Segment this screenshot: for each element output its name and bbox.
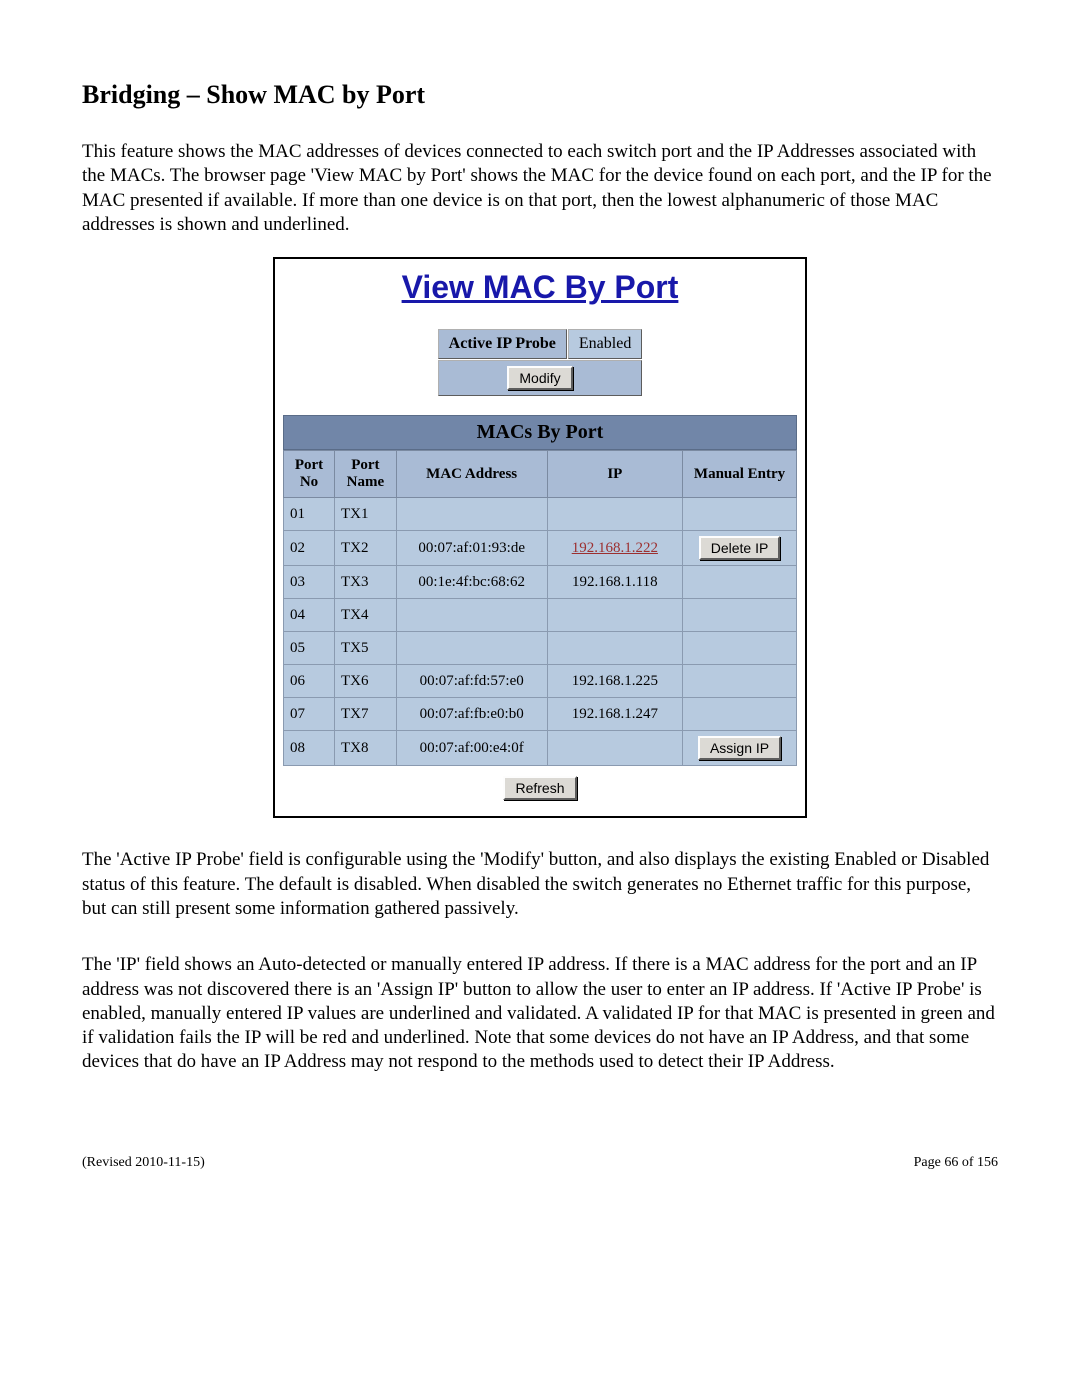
cell-manual-entry: Delete IP — [683, 531, 797, 566]
macs-by-port-table: Port No Port Name MAC Address IP Manual … — [283, 450, 797, 766]
cell-port-no: 08 — [284, 731, 335, 766]
macs-by-port-header: MACs By Port — [283, 415, 797, 450]
table-row: 05TX5 — [284, 632, 797, 665]
cell-port-no: 07 — [284, 698, 335, 731]
cell-port-name: TX6 — [334, 665, 396, 698]
cell-mac-address — [396, 599, 547, 632]
cell-mac-address — [396, 498, 547, 531]
cell-ip: 192.168.1.222 — [547, 531, 683, 566]
screenshot-title: View MAC By Port — [275, 269, 805, 306]
active-ip-probe-value: Enabled — [568, 329, 642, 359]
cell-ip: 192.168.1.118 — [547, 566, 683, 599]
table-row: 08TX800:07:af:00:e4:0f Assign IP — [284, 731, 797, 766]
page-footer: (Revised 2010-11-15) Page 66 of 156 — [82, 1155, 998, 1171]
table-row: 06TX600:07:af:fd:57:e0192.168.1.225 — [284, 665, 797, 698]
delete-ip-button[interactable]: Delete IP — [699, 536, 781, 560]
ip-link[interactable]: 192.168.1.222 — [572, 540, 658, 556]
cell-port-name: TX4 — [334, 599, 396, 632]
ip-field-paragraph: The 'IP' field shows an Auto-detected or… — [82, 953, 998, 1075]
cell-mac-address: 00:07:af:fd:57:e0 — [396, 665, 547, 698]
cell-manual-entry — [683, 498, 797, 531]
cell-port-no: 01 — [284, 498, 335, 531]
footer-revised: (Revised 2010-11-15) — [82, 1155, 205, 1171]
col-manual-entry: Manual Entry — [683, 451, 797, 498]
cell-ip: 192.168.1.247 — [547, 698, 683, 731]
page-heading: Bridging – Show MAC by Port — [82, 80, 998, 110]
cell-mac-address: 00:07:af:01:93:de — [396, 531, 547, 566]
cell-port-name: TX7 — [334, 698, 396, 731]
table-row: 01TX1 — [284, 498, 797, 531]
cell-port-name: TX5 — [334, 632, 396, 665]
col-port-no: Port No — [284, 451, 335, 498]
probe-paragraph: The 'Active IP Probe' field is configura… — [82, 848, 998, 921]
active-ip-probe-label: Active IP Probe — [438, 329, 567, 359]
cell-manual-entry — [683, 566, 797, 599]
modify-button[interactable]: Modify — [507, 366, 572, 390]
table-row: 07TX700:07:af:fb:e0:b0192.168.1.247 — [284, 698, 797, 731]
cell-ip: 192.168.1.225 — [547, 665, 683, 698]
cell-port-no: 02 — [284, 531, 335, 566]
col-ip: IP — [547, 451, 683, 498]
active-ip-probe-table: Active IP Probe Enabled Modify — [437, 328, 644, 397]
table-row: 02TX200:07:af:01:93:de 192.168.1.222 Delet… — [284, 531, 797, 566]
cell-manual-entry — [683, 665, 797, 698]
table-row: 04TX4 — [284, 599, 797, 632]
table-row: 03TX300:1e:4f:bc:68:62192.168.1.118 — [284, 566, 797, 599]
cell-port-name: TX3 — [334, 566, 396, 599]
cell-port-no: 04 — [284, 599, 335, 632]
cell-mac-address: 00:07:af:00:e4:0f — [396, 731, 547, 766]
intro-paragraph: This feature shows the MAC addresses of … — [82, 140, 998, 237]
footer-page-number: Page 66 of 156 — [914, 1155, 998, 1171]
cell-ip — [547, 498, 683, 531]
cell-port-no: 05 — [284, 632, 335, 665]
cell-manual-entry — [683, 698, 797, 731]
cell-mac-address — [396, 632, 547, 665]
cell-manual-entry: Assign IP — [683, 731, 797, 766]
cell-port-name: TX8 — [334, 731, 396, 766]
cell-manual-entry — [683, 599, 797, 632]
cell-mac-address: 00:07:af:fb:e0:b0 — [396, 698, 547, 731]
cell-manual-entry — [683, 632, 797, 665]
cell-port-no: 03 — [284, 566, 335, 599]
cell-mac-address: 00:1e:4f:bc:68:62 — [396, 566, 547, 599]
cell-ip — [547, 632, 683, 665]
cell-ip — [547, 731, 683, 766]
view-mac-screenshot: View MAC By Port Active IP Probe Enabled… — [273, 257, 807, 818]
col-port-name: Port Name — [334, 451, 396, 498]
cell-port-no: 06 — [284, 665, 335, 698]
refresh-button[interactable]: Refresh — [503, 776, 576, 800]
assign-ip-button[interactable]: Assign IP — [698, 736, 781, 760]
cell-ip — [547, 599, 683, 632]
col-mac-address: MAC Address — [396, 451, 547, 498]
cell-port-name: TX2 — [334, 531, 396, 566]
cell-port-name: TX1 — [334, 498, 396, 531]
